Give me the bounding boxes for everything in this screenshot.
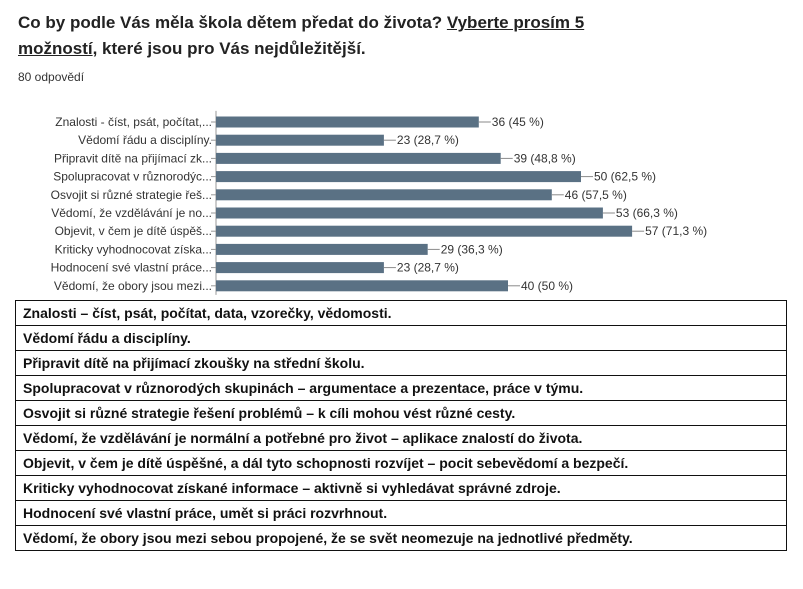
legend-cell: Vědomí, že obory jsou mezi sebou propoje… xyxy=(15,525,787,551)
legend-row: Vědomí, že vzdělávání je normální a potř… xyxy=(15,425,787,451)
category-label: Vědomí řádu a disciplíny. xyxy=(78,133,212,147)
value-label: 40 (50 %) xyxy=(521,279,573,293)
value-label: 36 (45 %) xyxy=(492,115,544,129)
bar xyxy=(216,243,428,255)
value-label: 23 (28,7 %) xyxy=(397,133,459,147)
value-label: 53 (66,3 %) xyxy=(616,206,678,220)
category-label: Objevit, v čem je dítě úspěš... xyxy=(55,224,212,238)
legend-row: Hodnocení své vlastní práce, umět si prá… xyxy=(15,500,787,526)
legend-cell: Vědomí řádu a disciplíny. xyxy=(15,325,787,351)
category-label: Spolupracovat v různorodýc... xyxy=(53,170,212,184)
category-label: Připravit dítě na přijímací zk... xyxy=(54,151,212,165)
bar xyxy=(216,116,479,128)
category-label: Vědomí, že vzdělávání je no... xyxy=(51,206,212,220)
legend-row: Znalosti – číst, psát, počítat, data, vz… xyxy=(15,300,787,326)
question-suffix: , které jsou pro Vás nejdůležitější. xyxy=(92,39,366,58)
value-label: 39 (48,8 %) xyxy=(514,151,576,165)
response-count: 80 odpovědí xyxy=(18,70,85,84)
legend-cell: Vědomí, že vzdělávání je normální a potř… xyxy=(15,425,787,451)
legend-row: Osvojit si různé strategie řešení problé… xyxy=(15,400,787,426)
legend-cell: Osvojit si různé strategie řešení problé… xyxy=(15,400,787,426)
legend-row: Vědomí, že obory jsou mezi sebou propoje… xyxy=(15,525,787,551)
bar xyxy=(216,262,384,274)
bar xyxy=(216,280,508,292)
legend-row: Spolupracovat v různorodých skupinách – … xyxy=(15,375,787,401)
legend-cell: Znalosti – číst, psát, počítat, data, vz… xyxy=(15,300,787,326)
value-label: 29 (36,3 %) xyxy=(441,242,503,256)
question-title: Co by podle Vás měla škola dětem předat … xyxy=(18,10,618,62)
bar-chart: Znalosti - číst, psát, počítat,... 36 (45… xyxy=(51,110,707,295)
category-label: Vědomí, že obory jsou mezi... xyxy=(54,279,212,293)
category-label: Hodnocení své vlastní práce... xyxy=(51,261,212,275)
bar xyxy=(216,225,633,237)
category-label: Kriticky vyhodnocovat získa... xyxy=(55,242,212,256)
question-underlined: Vyberte prosím 5 možností xyxy=(18,13,585,58)
legend-cell: Spolupracovat v různorodých skupinách – … xyxy=(15,375,787,401)
legend-cell: Hodnocení své vlastní práce, umět si prá… xyxy=(15,500,787,526)
legend-row: Vědomí řádu a disciplíny. xyxy=(15,325,787,351)
bar xyxy=(216,207,603,219)
legend-row: Objevit, v čem je dítě úspěšné, a dál ty… xyxy=(15,450,787,476)
bar xyxy=(216,152,501,164)
legend-cell: Připravit dítě na přijímací zkoušky na s… xyxy=(15,350,787,376)
category-label: Znalosti - číst, psát, počítat,... xyxy=(55,115,212,129)
options-legend-table: Znalosti – číst, psát, počítat, data, vz… xyxy=(15,300,787,551)
bar xyxy=(216,134,384,146)
value-label: 50 (62,5 %) xyxy=(594,170,656,184)
bar xyxy=(216,189,552,201)
question-prefix: Co by podle Vás měla škola dětem předat … xyxy=(18,13,447,32)
legend-row: Kriticky vyhodnocovat získané informace … xyxy=(15,475,787,501)
category-label: Osvojit si různé strategie řeš... xyxy=(51,188,212,202)
value-label: 46 (57,5 %) xyxy=(565,188,627,202)
legend-cell: Objevit, v čem je dítě úspěšné, a dál ty… xyxy=(15,450,787,476)
legend-cell: Kriticky vyhodnocovat získané informace … xyxy=(15,475,787,501)
legend-row: Připravit dítě na přijímací zkoušky na s… xyxy=(15,350,787,376)
value-label: 23 (28,7 %) xyxy=(397,261,459,275)
value-label: 57 (71,3 %) xyxy=(645,224,707,238)
bar xyxy=(216,171,581,183)
